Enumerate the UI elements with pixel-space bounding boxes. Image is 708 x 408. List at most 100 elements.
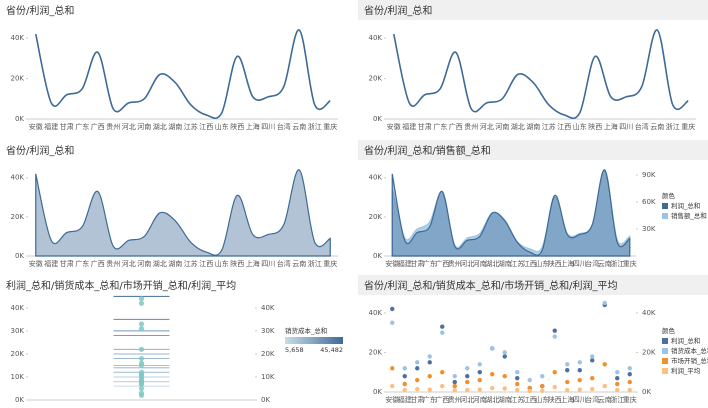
point <box>138 385 145 392</box>
x-tick-label: 河北 <box>122 123 136 131</box>
x-tick-label: 江西 <box>199 123 213 131</box>
point <box>440 383 445 389</box>
y2-tick-label: 0K <box>642 388 651 396</box>
x-tick-label: 贵州 <box>448 395 462 404</box>
point <box>590 354 595 359</box>
x-tick-label: 河南 <box>137 259 151 268</box>
point <box>402 373 407 379</box>
point <box>502 386 507 391</box>
x-tick-label: 上海 <box>560 259 574 268</box>
x-tick-label: 山东 <box>215 259 229 268</box>
x-tick-label: 浙江 <box>308 122 322 131</box>
x-tick-label: 四川 <box>261 260 275 268</box>
panel-title: 省份/利润_总和 <box>6 144 74 157</box>
point <box>402 381 407 387</box>
point <box>138 300 145 306</box>
legend-label: 利润_平均 <box>671 366 701 375</box>
point <box>138 346 145 352</box>
x-tick-label: 山东 <box>215 122 229 131</box>
x-tick-label: 广西 <box>91 122 105 131</box>
x-tick-label: 江苏 <box>184 259 198 268</box>
y2-tick-label: 20K <box>261 350 275 358</box>
x-tick-label: 云南 <box>598 395 612 404</box>
x-tick-label: 甘肃 <box>60 122 74 131</box>
y-tick-label: 0K <box>15 115 24 123</box>
x-tick-label: 广西 <box>435 259 449 268</box>
x-tick-label: 河南 <box>473 259 487 268</box>
point <box>477 387 482 392</box>
x-tick-label: 山东 <box>535 395 549 404</box>
x-tick-label: 安徽 <box>29 122 43 131</box>
x-tick-label: 湖南 <box>526 122 540 131</box>
point <box>402 366 407 371</box>
x-tick-label: 山东 <box>535 259 549 268</box>
x-tick-label: 江苏 <box>510 395 524 404</box>
y-tick-label: 20K <box>369 348 383 356</box>
point <box>502 373 507 379</box>
point <box>627 387 632 393</box>
point <box>390 366 395 371</box>
x-tick-label: 湖北 <box>153 259 167 268</box>
point <box>465 387 470 393</box>
x-tick-label: 江苏 <box>184 122 198 131</box>
y-tick-label: 40K <box>369 309 383 317</box>
x-tick-label: 江西 <box>557 123 571 131</box>
point <box>515 381 520 387</box>
y-tick-label: 0K <box>15 252 24 260</box>
point <box>440 370 445 375</box>
x-tick-label: 上海 <box>560 395 574 404</box>
x-tick-label: 广东 <box>75 122 89 131</box>
point <box>477 370 482 375</box>
point <box>540 373 545 379</box>
point <box>590 358 595 363</box>
x-tick-label: 云南 <box>650 122 664 131</box>
title-bar <box>358 0 708 20</box>
x-tick-label: 云南 <box>598 259 612 268</box>
y-tick-label: 20K <box>369 75 383 83</box>
x-tick-label: 台湾 <box>585 259 599 268</box>
x-tick-label: 贵州 <box>106 122 120 131</box>
y2-tick-label: 20K <box>642 348 656 356</box>
x-tick-label: 甘肃 <box>410 395 424 404</box>
x-tick-label: 湖北 <box>153 122 167 131</box>
x-tick-label: 台湾 <box>635 122 649 131</box>
title-bar <box>358 275 708 295</box>
y-tick-label: 10K <box>11 373 25 381</box>
x-tick-label: 浙江 <box>308 259 322 268</box>
y2-tick-label: 30K <box>261 327 275 335</box>
x-tick-label: 云南 <box>292 259 306 268</box>
x-tick-label: 福建 <box>44 122 58 131</box>
x-tick-label: 台湾 <box>277 122 291 131</box>
panel-title: 省份/利润_总和/销货成本_总和/市场开销_总和/利润_平均 <box>364 279 617 292</box>
point <box>615 387 620 393</box>
x-tick-label: 重庆 <box>323 259 337 268</box>
x-tick-label: 四川 <box>261 123 275 131</box>
point <box>627 371 632 377</box>
x-tick-label: 福建 <box>402 122 416 131</box>
point <box>452 388 457 393</box>
x-tick-label: 重庆 <box>681 122 695 131</box>
x-tick-label: 广东 <box>75 259 89 268</box>
x-tick-label: 贵州 <box>448 259 462 268</box>
point <box>515 387 520 393</box>
point <box>615 375 620 381</box>
x-tick-label: 山东 <box>573 122 587 131</box>
point <box>577 377 582 383</box>
y-tick-label: 40K <box>369 174 383 182</box>
x-tick-label: 浙江 <box>610 395 624 404</box>
point <box>390 306 395 312</box>
point <box>490 385 495 391</box>
panel-title: 利润_总和/销货成本_总和/市场开销_总和/利润_平均 <box>6 279 236 292</box>
x-tick-label: 安徽 <box>385 259 399 268</box>
y-tick-label: 0K <box>15 396 24 404</box>
x-tick-label: 福建 <box>398 395 412 404</box>
y-tick-label: 20K <box>11 75 25 83</box>
y-tick-label: 40K <box>369 34 383 42</box>
point <box>502 350 507 355</box>
y-tick-label: 20K <box>369 213 383 221</box>
point <box>415 360 420 365</box>
x-tick-label: 广西 <box>435 395 449 404</box>
point <box>515 370 520 375</box>
x-tick-label: 台湾 <box>277 259 291 268</box>
